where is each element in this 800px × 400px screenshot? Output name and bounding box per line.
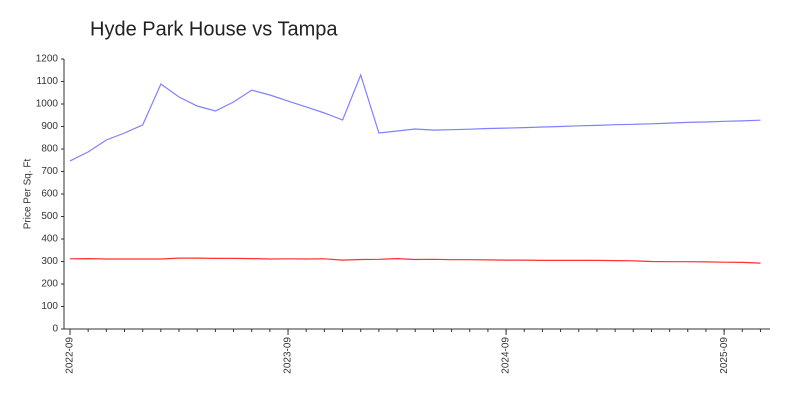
x-tick-label: 2025-09 bbox=[719, 337, 730, 374]
y-tick-label: 1000 bbox=[36, 99, 59, 110]
y-tick-label: 500 bbox=[41, 211, 58, 222]
y-tick-label: 400 bbox=[41, 234, 58, 245]
y-axis-label: Price Per Sq. Ft bbox=[23, 158, 34, 229]
y-tick-label: 200 bbox=[41, 279, 58, 290]
y-tick-label: 800 bbox=[41, 144, 58, 155]
y-tick-label: 600 bbox=[41, 189, 58, 200]
y-tick-label: 1100 bbox=[36, 76, 58, 87]
x-tick-label: 2024-09 bbox=[501, 337, 512, 374]
y-tick-label: 700 bbox=[41, 166, 58, 177]
series-line bbox=[69, 73, 761, 162]
y-tick-label: 1200 bbox=[36, 54, 59, 65]
y-tick-label: 300 bbox=[41, 256, 58, 267]
y-tick-label: 100 bbox=[41, 301, 58, 312]
x-tick-label: 2022-09 bbox=[65, 337, 76, 374]
chart-title: Hyde Park House vs Tampa bbox=[90, 18, 338, 40]
x-tick-label: 2023-09 bbox=[283, 337, 294, 374]
y-tick-label: 900 bbox=[41, 121, 58, 132]
series-line bbox=[69, 257, 761, 264]
y-tick-label: 0 bbox=[52, 324, 58, 335]
